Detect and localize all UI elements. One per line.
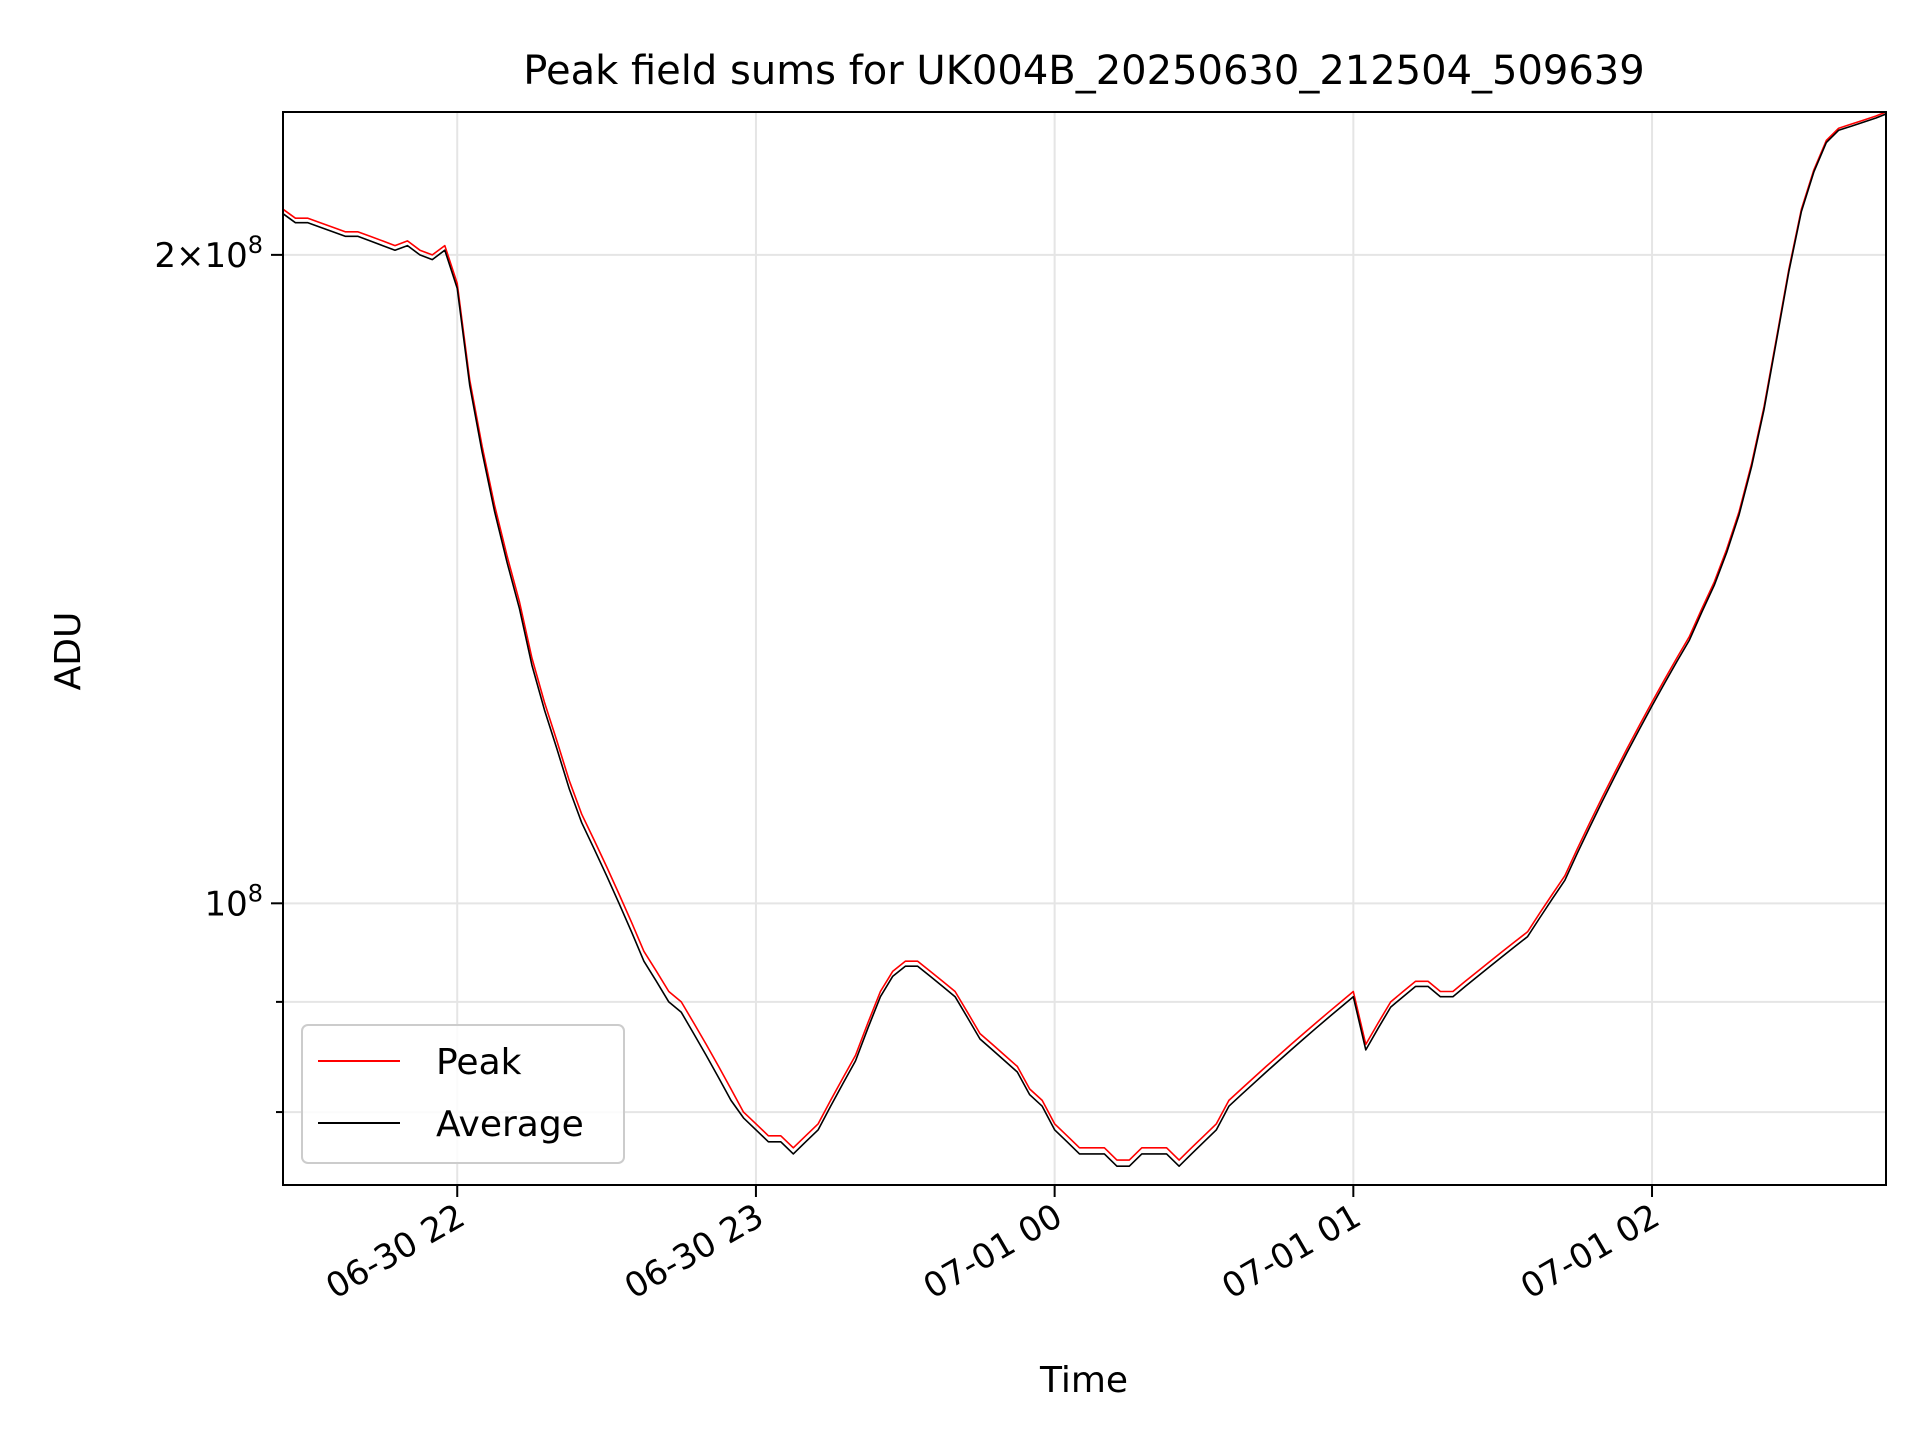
x-tick-label: 06-30 22 — [319, 1196, 471, 1307]
legend-box — [301, 1024, 625, 1164]
legend-label-average: Average — [436, 1104, 584, 1145]
x-tick-label: 07-01 01 — [1215, 1196, 1367, 1307]
axes: 06-30 22 06-30 23 07-01 00 07-01 01 07-01 02… — [154, 111, 1887, 1307]
axes-frame — [282, 111, 1887, 1186]
legend: Peak Average — [301, 1024, 625, 1164]
series-line-peak — [283, 112, 1886, 1161]
y-tick-label: 2×108 — [154, 231, 263, 276]
y-axis-label: ADU — [48, 612, 89, 691]
x-tick-label: 07-01 00 — [917, 1196, 1069, 1307]
series-line-average — [283, 113, 1886, 1167]
x-tick-label: 06-30 23 — [618, 1196, 770, 1307]
x-axis-label: Time — [1039, 1360, 1128, 1401]
plot-area — [283, 112, 1886, 1185]
chart-title: Peak field sums for UK004B_20250630_2125… — [523, 48, 1644, 94]
x-tick-label: 07-01 02 — [1514, 1196, 1666, 1307]
y-tick-label: 108 — [204, 879, 263, 924]
legend-label-peak: Peak — [436, 1042, 522, 1083]
